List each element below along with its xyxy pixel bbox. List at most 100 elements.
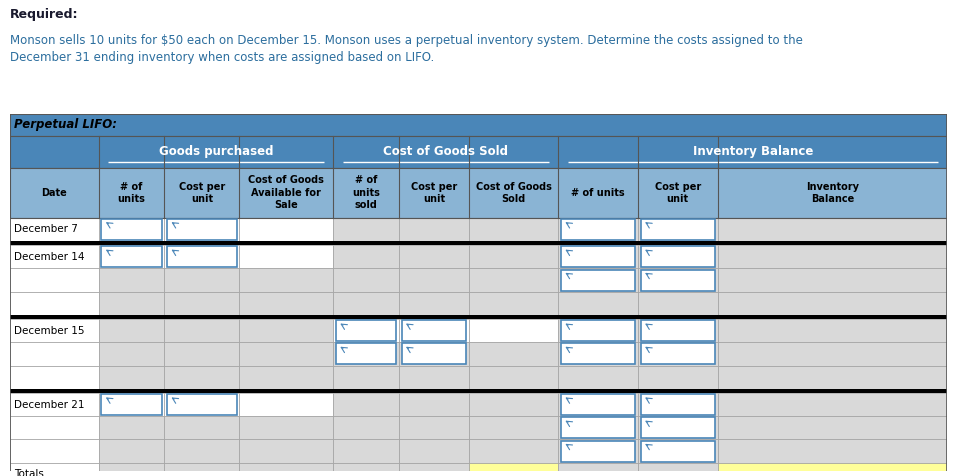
Bar xyxy=(399,463,469,476)
Bar xyxy=(718,463,947,476)
Bar xyxy=(558,366,638,389)
Bar xyxy=(10,315,947,319)
Bar xyxy=(561,417,635,438)
Bar xyxy=(561,441,635,462)
Bar xyxy=(336,344,396,365)
Bar xyxy=(718,292,947,315)
Bar xyxy=(399,245,469,268)
Bar xyxy=(718,342,947,366)
Bar xyxy=(638,416,718,439)
Bar xyxy=(239,292,333,315)
Bar xyxy=(101,247,162,268)
Bar xyxy=(638,463,718,476)
Bar xyxy=(558,416,638,439)
Bar xyxy=(165,393,239,416)
Bar xyxy=(10,393,99,416)
Bar xyxy=(718,319,947,342)
Bar xyxy=(167,247,236,268)
Bar xyxy=(469,268,558,292)
Text: Cost per
unit: Cost per unit xyxy=(411,181,457,204)
Bar xyxy=(10,463,99,476)
Bar xyxy=(333,218,399,241)
Bar xyxy=(638,366,718,389)
Bar xyxy=(333,342,399,366)
Bar xyxy=(99,319,165,342)
Bar xyxy=(10,241,947,245)
Bar xyxy=(333,268,399,292)
Bar xyxy=(10,319,99,342)
Bar xyxy=(638,218,718,241)
Bar xyxy=(333,319,399,342)
Bar xyxy=(558,439,638,463)
Bar xyxy=(469,416,558,439)
Bar xyxy=(641,247,715,268)
Bar xyxy=(469,245,558,268)
Bar xyxy=(165,416,239,439)
Bar xyxy=(165,439,239,463)
Bar xyxy=(239,218,333,241)
Bar xyxy=(469,366,558,389)
Text: Goods purchased: Goods purchased xyxy=(159,145,273,158)
Bar xyxy=(101,394,162,415)
Bar xyxy=(469,439,558,463)
Bar xyxy=(333,292,399,315)
Bar xyxy=(165,342,239,366)
Bar xyxy=(165,319,239,342)
Bar xyxy=(10,389,947,393)
Bar xyxy=(167,219,236,240)
Bar xyxy=(718,218,947,241)
Bar xyxy=(99,393,165,416)
Text: December 14: December 14 xyxy=(14,252,85,262)
Text: Cost of Goods
Available for
Sale: Cost of Goods Available for Sale xyxy=(248,175,324,210)
Bar xyxy=(638,439,718,463)
Bar xyxy=(718,439,947,463)
Bar xyxy=(165,245,239,268)
Text: Cost of Goods Sold: Cost of Goods Sold xyxy=(383,145,508,158)
Bar xyxy=(333,439,399,463)
Bar xyxy=(99,439,165,463)
Bar xyxy=(399,342,469,366)
Bar xyxy=(558,292,638,315)
Bar xyxy=(10,342,99,366)
Bar xyxy=(239,342,333,366)
Bar xyxy=(10,136,947,168)
Bar xyxy=(638,319,718,342)
Bar xyxy=(641,269,715,290)
Bar xyxy=(641,441,715,462)
Bar xyxy=(165,366,239,389)
Bar xyxy=(558,218,638,241)
Bar xyxy=(99,416,165,439)
Bar xyxy=(469,292,558,315)
Bar xyxy=(641,219,715,240)
Bar xyxy=(718,245,947,268)
Bar xyxy=(239,439,333,463)
Bar xyxy=(638,393,718,416)
Bar xyxy=(718,268,947,292)
Bar xyxy=(10,168,947,218)
Bar xyxy=(99,463,165,476)
Text: Date: Date xyxy=(41,188,67,198)
Bar xyxy=(239,366,333,389)
Bar xyxy=(333,245,399,268)
Bar xyxy=(638,292,718,315)
Bar xyxy=(167,394,236,415)
Bar xyxy=(638,245,718,268)
Bar xyxy=(239,416,333,439)
Bar xyxy=(469,393,558,416)
Text: Cost per
unit: Cost per unit xyxy=(655,181,701,204)
Text: Cost of Goods
Sold: Cost of Goods Sold xyxy=(476,181,551,204)
Bar xyxy=(399,218,469,241)
Text: Monson sells 10 units for $50 each on December 15. Monson uses a perpetual inven: Monson sells 10 units for $50 each on De… xyxy=(10,33,803,63)
Bar xyxy=(10,245,99,268)
Bar xyxy=(718,366,947,389)
Bar xyxy=(165,463,239,476)
Bar xyxy=(641,417,715,438)
Text: Perpetual LIFO:: Perpetual LIFO: xyxy=(14,119,118,131)
Bar xyxy=(336,320,396,341)
Bar xyxy=(165,218,239,241)
Bar xyxy=(561,219,635,240)
Bar xyxy=(10,268,99,292)
Bar xyxy=(638,342,718,366)
Bar xyxy=(333,463,399,476)
Text: Totals: Totals xyxy=(14,469,44,476)
